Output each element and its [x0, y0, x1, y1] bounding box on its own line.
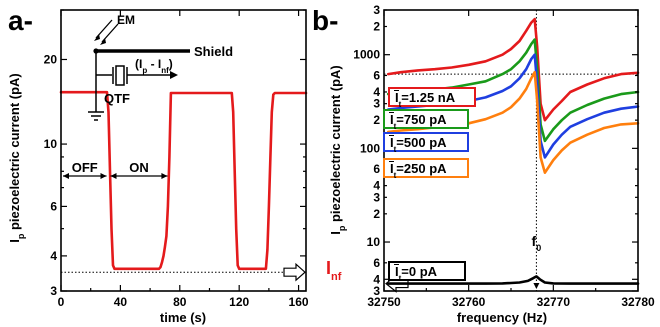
ground-icon — [88, 111, 104, 121]
legend-box-1 — [383, 109, 469, 129]
region-label: OFF — [72, 160, 98, 175]
y-tick-label: 3 — [373, 284, 380, 298]
region-arrowhead-right — [100, 173, 107, 179]
legend-box-2 — [383, 132, 469, 152]
series-line-0 — [59, 90, 308, 271]
panel-a-series — [59, 90, 308, 271]
x-tick-label: 80 — [173, 295, 187, 309]
y-minor-tick-label: 2 — [373, 113, 380, 127]
shield-label: Shield — [194, 44, 233, 59]
y-tick-label: 20 — [44, 52, 58, 66]
y-tick-label: 100 — [360, 141, 380, 155]
x-tick-label: 40 — [114, 295, 128, 309]
x-tick-label: 32770 — [537, 295, 571, 309]
y-minor-tick-label: 6 — [373, 68, 380, 82]
legend-label-1: It=750 pA — [390, 112, 447, 131]
region-arrowhead-left — [110, 173, 117, 179]
y-minor-tick-label: 2 — [373, 19, 380, 33]
series-line-4 — [386, 275, 640, 285]
y-minor-tick-label: 2 — [373, 207, 380, 221]
qtf-symbol-icon — [112, 65, 128, 86]
x-tick-label: 32780 — [621, 295, 655, 309]
panel-b-label: b- — [312, 5, 338, 36]
y-minor-tick-label: 4 — [373, 85, 380, 99]
legend-box-3 — [383, 158, 469, 178]
y-minor-tick-label: 3 — [373, 3, 380, 17]
panel-b-legend: It=1.25 nA It=750 pA It=500 pA It=250 pA It=… — [383, 87, 476, 283]
y-tick-label: 4 — [373, 272, 380, 286]
x-tick-label: 32750 — [367, 295, 401, 309]
panel-b-ticks: 32750 32760 32770 3278034101001000623462346… — [353, 3, 655, 309]
y-tick-label: 10 — [44, 137, 58, 151]
plot-frame — [60, 9, 307, 292]
legend-label-3: It=250 pA — [390, 161, 447, 180]
y-tick-label: 3 — [50, 284, 57, 298]
em-label: EM — [117, 13, 135, 27]
region-arrowhead-right — [161, 173, 168, 179]
legend-label-4: It=0 pA — [395, 264, 438, 283]
x-tick-label: 160 — [289, 295, 309, 309]
legend-label-0: It=1.25 nA — [395, 90, 456, 109]
inf-level-arrow-icon — [283, 262, 306, 282]
qtf-label: QTF — [104, 91, 130, 106]
panel-a: a- OFF ON 0 40 80 120 160 3 4 6 10 20 time (s) Ip … — [7, 5, 309, 325]
legend-box-4 — [388, 261, 466, 281]
legend-label-2: It=500 pA — [390, 135, 447, 154]
resonance-label: f0 — [532, 233, 542, 253]
y-minor-tick-label: 3 — [373, 97, 380, 111]
panel-a-ticks: 0 40 80 120 160 3 4 6 10 20 — [44, 9, 309, 309]
y-minor-tick-label: 3 — [373, 190, 380, 204]
em-arrows-icon — [94, 19, 119, 45]
current-label: (Ip - Inf) — [135, 57, 173, 75]
y-tick-label: 4 — [50, 249, 57, 263]
panel-a-regions: OFF ON — [63, 160, 306, 282]
panel-b-ylabel: Ip piezoelectric current (pA) — [328, 65, 347, 235]
legend-box-0 — [388, 87, 476, 107]
region-label: ON — [129, 160, 149, 175]
inf-label: Inf — [326, 258, 342, 283]
y-tick-label: 1000 — [353, 48, 380, 62]
y-tick-label: 6 — [50, 199, 57, 213]
x-tick-label: 0 — [58, 295, 65, 309]
y-minor-tick-label: 6 — [373, 256, 380, 270]
series-line-0 — [386, 17, 640, 122]
panel-a-ylabel: Ip piezoelectric current (pA) — [7, 73, 26, 243]
y-tick-label: 10 — [367, 235, 381, 249]
panel-a-xlabel: time (s) — [160, 310, 206, 325]
y-minor-tick-label: 6 — [373, 162, 380, 176]
current-arrow-icon — [170, 71, 178, 79]
panel-b: b- 32750 32760 32770 3278034101001000623462… — [312, 3, 655, 325]
panel-b-xlabel: frequency (Hz) — [457, 310, 547, 325]
y-minor-tick-label: 4 — [373, 179, 380, 193]
x-tick-label: 120 — [229, 295, 249, 309]
panel-a-axes — [60, 9, 307, 292]
panel-a-label: a- — [8, 5, 33, 36]
resonance-marker-icon — [533, 283, 540, 289]
x-tick-label: 32760 — [452, 295, 486, 309]
region-arrowhead-left — [63, 173, 69, 179]
circuit-inset: EM Shield (Ip - Inf) QTF — [88, 13, 233, 121]
